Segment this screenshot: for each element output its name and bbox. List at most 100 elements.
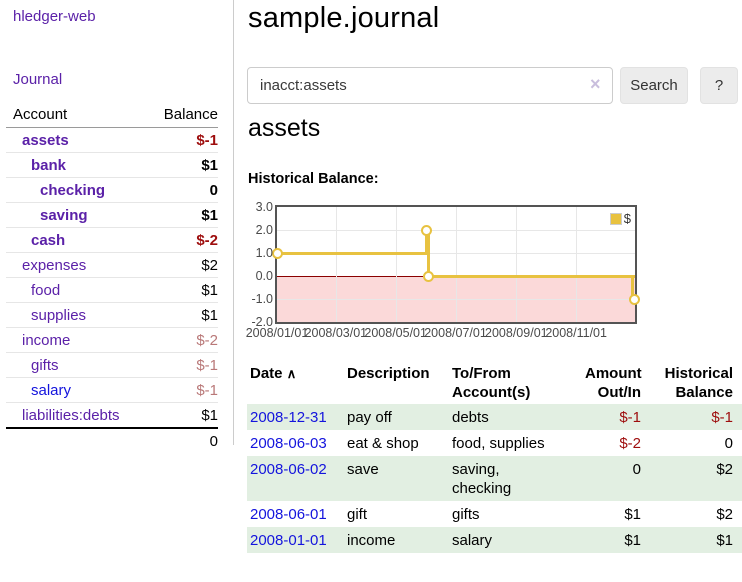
account-row: food $1 bbox=[6, 277, 218, 303]
y-gridline bbox=[277, 230, 635, 231]
account-balance: $1 bbox=[149, 402, 218, 428]
account-link[interactable]: gifts bbox=[31, 356, 59, 374]
register-table-body: 2008-12-31 pay off debts $-1 $-1 2008-06… bbox=[247, 404, 742, 553]
transaction-balance: $-1 bbox=[711, 409, 733, 426]
x-gridline bbox=[395, 207, 397, 322]
account-link[interactable]: expenses bbox=[22, 256, 87, 274]
table-row: 2008-06-02 save saving, checking 0 $2 bbox=[247, 456, 742, 501]
x-axis-tick-label: 2008/05/01 bbox=[364, 326, 427, 340]
transaction-balance: $2 bbox=[716, 461, 733, 478]
y-axis-tick-label: 2.0 bbox=[255, 223, 273, 237]
account-link[interactable]: saving bbox=[40, 206, 88, 224]
sort-ascending-icon: ∧ bbox=[286, 366, 297, 381]
account-row: checking 0 bbox=[6, 177, 218, 203]
x-axis-tick-label: 2008/07/01 bbox=[424, 326, 487, 340]
line-segment bbox=[428, 275, 635, 278]
account-row: liabilities:debts $1 bbox=[6, 402, 218, 428]
account-heading: assets bbox=[248, 114, 321, 142]
transaction-accounts: salary bbox=[452, 532, 493, 549]
account-link[interactable]: salary bbox=[31, 381, 72, 399]
transaction-description: pay off bbox=[347, 409, 392, 426]
x-axis-tick-label: 2008/11/01 bbox=[545, 326, 607, 340]
transaction-balance: 0 bbox=[724, 435, 733, 452]
account-balance: $1 bbox=[149, 277, 218, 303]
y-axis-tick-label: 3.0 bbox=[255, 200, 273, 214]
column-amount-outin: Amount Out/In bbox=[585, 365, 642, 401]
y-axis-tick-label: -1.0 bbox=[251, 292, 273, 306]
account-link[interactable]: liabilities:debts bbox=[22, 406, 120, 424]
page-title: sample.journal bbox=[248, 2, 440, 34]
account-link[interactable]: cash bbox=[31, 231, 66, 249]
transaction-balance: $2 bbox=[716, 506, 733, 523]
data-point bbox=[423, 271, 435, 282]
transaction-description: save bbox=[347, 461, 379, 478]
x-gridline bbox=[516, 207, 518, 322]
accounts-total-row: 0 bbox=[6, 427, 218, 453]
table-row: 2008-01-01 income salary $1 $1 bbox=[247, 527, 742, 553]
transaction-description: income bbox=[347, 532, 396, 549]
account-row: expenses $2 bbox=[6, 252, 218, 278]
accounts-table: Account Balance assets $-1 bank $1 check… bbox=[6, 102, 218, 453]
account-link[interactable]: bank bbox=[31, 156, 67, 174]
data-point bbox=[272, 248, 283, 259]
column-description: Description bbox=[347, 365, 430, 382]
x-axis-tick-label: 2008/09/01 bbox=[485, 326, 548, 340]
accounts-column-account: Account bbox=[6, 102, 150, 128]
line-segment bbox=[631, 276, 634, 301]
table-row: 2008-06-01 gift gifts $1 $2 bbox=[247, 501, 742, 527]
y-axis-tick-label: -2.0 bbox=[251, 315, 273, 329]
column-historical-balance: Historical Balance bbox=[664, 365, 733, 401]
search-button[interactable]: Search bbox=[620, 67, 688, 104]
account-row: salary $-1 bbox=[6, 377, 218, 403]
help-button[interactable]: ? bbox=[700, 67, 738, 104]
account-row: cash $-2 bbox=[6, 227, 218, 253]
x-gridline bbox=[576, 207, 578, 322]
account-link[interactable]: checking bbox=[40, 181, 106, 199]
brand-link[interactable]: hledger-web bbox=[13, 8, 96, 25]
chart-title: Historical Balance: bbox=[248, 171, 379, 187]
search-form: × Search ? bbox=[247, 67, 742, 104]
account-balance: $-1 bbox=[196, 131, 218, 149]
y-axis-tick-label: 0.0 bbox=[255, 269, 273, 283]
account-link[interactable]: income bbox=[22, 331, 71, 349]
transaction-date-link[interactable]: 2008-12-31 bbox=[250, 409, 327, 426]
transaction-balance: $1 bbox=[716, 532, 733, 549]
line-segment bbox=[277, 252, 427, 255]
line-segment bbox=[427, 230, 431, 278]
y-axis-tick-label: 1.0 bbox=[255, 246, 273, 260]
transaction-accounts: debts bbox=[452, 409, 489, 426]
transaction-date-link[interactable]: 2008-06-02 bbox=[250, 461, 327, 478]
line-segment bbox=[425, 230, 429, 255]
data-point bbox=[629, 294, 640, 305]
x-axis-tick-label: 2008/03/01 bbox=[304, 326, 368, 340]
x-gridline bbox=[335, 207, 337, 322]
transaction-amount: $-2 bbox=[619, 435, 641, 452]
transaction-description: eat & shop bbox=[347, 435, 419, 452]
account-link[interactable]: supplies bbox=[31, 306, 87, 324]
account-link[interactable]: food bbox=[31, 281, 61, 299]
legend-label: $ bbox=[623, 211, 631, 226]
x-axis-tick-label: 2008/01/01 bbox=[245, 326, 309, 340]
register-header-row: Date ∧ Description To/From Account(s) Am… bbox=[247, 362, 742, 404]
chart-plot-area: $ bbox=[272, 205, 640, 324]
clear-search-icon[interactable]: × bbox=[590, 74, 601, 94]
transaction-date-link[interactable]: 2008-06-03 bbox=[250, 435, 327, 452]
transaction-accounts: food, supplies bbox=[452, 435, 545, 452]
account-row: bank $1 bbox=[6, 152, 218, 178]
y-gridline bbox=[277, 253, 635, 254]
search-input[interactable] bbox=[247, 67, 613, 104]
account-row: income $-2 bbox=[6, 327, 218, 353]
transaction-date-link[interactable]: 2008-01-01 bbox=[250, 532, 327, 549]
table-row: 2008-06-03 eat & shop food, supplies $-2… bbox=[247, 430, 742, 456]
account-balance: $1 bbox=[149, 202, 218, 228]
account-balance: $-1 bbox=[149, 377, 218, 403]
sidebar: hledger-web Journal Account Balance asse… bbox=[0, 0, 234, 453]
sidebar-item-journal[interactable]: Journal bbox=[13, 71, 63, 88]
column-date[interactable]: Date ∧ bbox=[250, 365, 297, 382]
account-link[interactable]: assets bbox=[22, 131, 69, 149]
legend-swatch bbox=[609, 212, 622, 225]
account-row: supplies $1 bbox=[6, 302, 218, 328]
transaction-date-link[interactable]: 2008-06-01 bbox=[250, 506, 327, 523]
chart-legend: $ bbox=[609, 211, 631, 226]
